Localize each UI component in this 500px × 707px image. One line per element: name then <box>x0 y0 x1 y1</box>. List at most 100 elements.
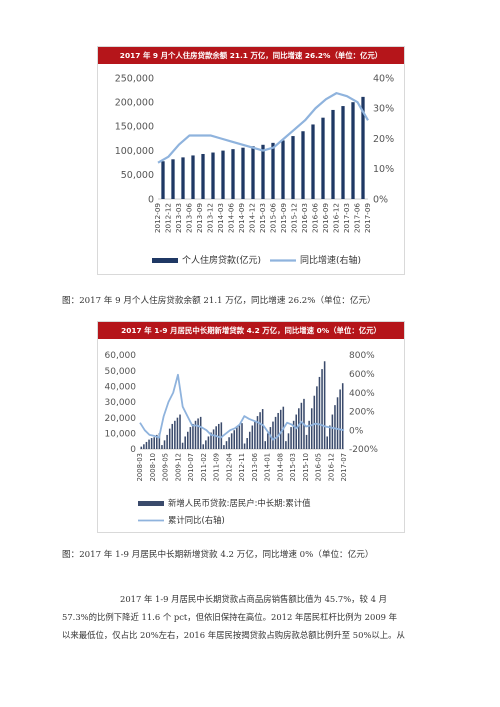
bar <box>202 444 205 449</box>
chart-1: 0 50,000 100,000 150,000 200,000 250,000 0% 10%… <box>115 73 394 266</box>
bar <box>228 437 230 449</box>
bar <box>199 416 202 449</box>
bar <box>241 423 243 449</box>
x-tick-label: 2013-06 <box>251 453 259 481</box>
y2-tick-label: 0% <box>349 426 364 436</box>
bar <box>292 420 295 449</box>
x-tick-label: 2015-12 <box>290 203 299 233</box>
paragraph-line-1: 2017 年 1-9 月居民中长期贷款占商品房销售额比值为 45.7%，较 4 … <box>120 594 387 604</box>
y2-tick-label: 0% <box>373 194 388 205</box>
figure-2-panel: 2017 年 1-9 月居民中长期新增贷款 4.2 万亿，同比增速 0%（单位：… <box>97 321 405 533</box>
y-tick-label: 60,000 <box>105 351 137 361</box>
x-tick-label: 2009-05 <box>162 453 170 481</box>
x-tick-label: 2015-10 <box>302 453 310 481</box>
x-tick-label: 2013-06 <box>185 203 194 233</box>
bar <box>251 146 255 199</box>
bar <box>150 438 153 449</box>
bar <box>254 420 256 449</box>
bar <box>174 420 176 449</box>
bar <box>341 106 345 199</box>
bar <box>153 437 155 449</box>
bar <box>210 432 212 449</box>
bar <box>290 427 292 449</box>
bar <box>281 140 285 199</box>
x-tick-label: 2008-10 <box>149 453 157 481</box>
series-line <box>157 92 369 164</box>
bar <box>189 427 192 449</box>
bar <box>211 152 215 199</box>
legend-bar-swatch <box>138 501 164 506</box>
bar <box>166 434 168 449</box>
bar <box>301 131 305 199</box>
bar <box>197 418 199 449</box>
bar <box>285 441 287 449</box>
bar <box>238 424 241 449</box>
x-tick-label: 2014-06 <box>227 203 236 233</box>
bar <box>194 420 197 449</box>
legend-label: 新增人民币贷款:居民户:中长期:累计值 <box>168 498 311 508</box>
bar <box>148 439 150 449</box>
legend-label: 同比增速(右轴) <box>300 254 361 266</box>
x-tick-label: 2017-07 <box>340 453 348 481</box>
x-tick-label: 2014-09 <box>237 203 246 233</box>
bar <box>225 441 228 449</box>
bar <box>143 444 145 449</box>
bar <box>305 434 308 449</box>
bar <box>145 441 148 449</box>
y-tick-label: 150,000 <box>115 122 154 133</box>
paragraph-line-2: 57.3%的比例下降近 11.6 个 pct，但依旧保持在高位。2012 年居民… <box>62 612 398 622</box>
x-tick-label: 2012-12 <box>164 203 173 233</box>
bar <box>336 397 339 449</box>
bar <box>251 425 254 449</box>
bar <box>316 386 318 449</box>
y2-tick-label: 200% <box>349 408 375 418</box>
bar <box>341 383 344 449</box>
x-tick-label: 2009-12 <box>174 453 182 481</box>
x-tick-label: 2010-07 <box>187 453 195 481</box>
bar <box>181 442 184 449</box>
figure-2-caption: 图：2017 年 1-9 月居民中长期新增贷款 4.2 万亿，同比增速 0%（单… <box>62 550 374 560</box>
bar <box>161 161 165 199</box>
bar <box>329 425 331 449</box>
bar <box>351 102 355 199</box>
y-tick-label: 20,000 <box>105 414 137 424</box>
y2-tick-label: 10% <box>373 164 394 175</box>
bar <box>181 157 185 199</box>
bar <box>230 433 233 449</box>
bar <box>215 426 217 449</box>
x-tick-label: 2012-09 <box>153 203 162 233</box>
y-tick-label: 0 <box>148 194 154 205</box>
y2-tick-label: 30% <box>373 104 394 115</box>
bar <box>331 109 335 199</box>
legend-label: 累计同比(右轴) <box>168 515 225 525</box>
body-paragraph: 2017 年 1-9 月居民中长期贷款占商品房销售额比值为 45.7%，较 4 … <box>62 590 450 644</box>
x-tick-label: 2015-03 <box>289 453 297 481</box>
x-tick-label: 2011-02 <box>200 453 208 481</box>
bar <box>277 412 279 449</box>
x-tick-label: 2015-03 <box>258 203 267 233</box>
bar <box>361 96 365 199</box>
x-tick-label: 2014-12 <box>248 203 257 233</box>
y2-tick-label: 600% <box>349 370 375 380</box>
bar <box>261 409 264 449</box>
bar <box>191 155 195 199</box>
y2-tick-label: 800% <box>349 351 375 361</box>
bar <box>321 117 325 199</box>
bar <box>269 427 272 449</box>
bar <box>205 440 207 449</box>
bar <box>326 436 328 449</box>
bar <box>339 389 341 449</box>
bar <box>259 412 261 449</box>
bar <box>274 416 277 449</box>
x-tick-label: 2012-11 <box>238 453 246 481</box>
bar <box>184 436 186 449</box>
bar <box>272 421 274 449</box>
bar <box>271 142 275 199</box>
x-tick-label: 2016-09 <box>321 203 330 233</box>
bar <box>140 446 143 449</box>
bar <box>207 436 210 449</box>
bar <box>256 416 259 449</box>
bar <box>264 441 267 449</box>
x-tick-label: 2015-09 <box>279 203 288 233</box>
x-tick-label: 2017-09 <box>363 203 372 233</box>
